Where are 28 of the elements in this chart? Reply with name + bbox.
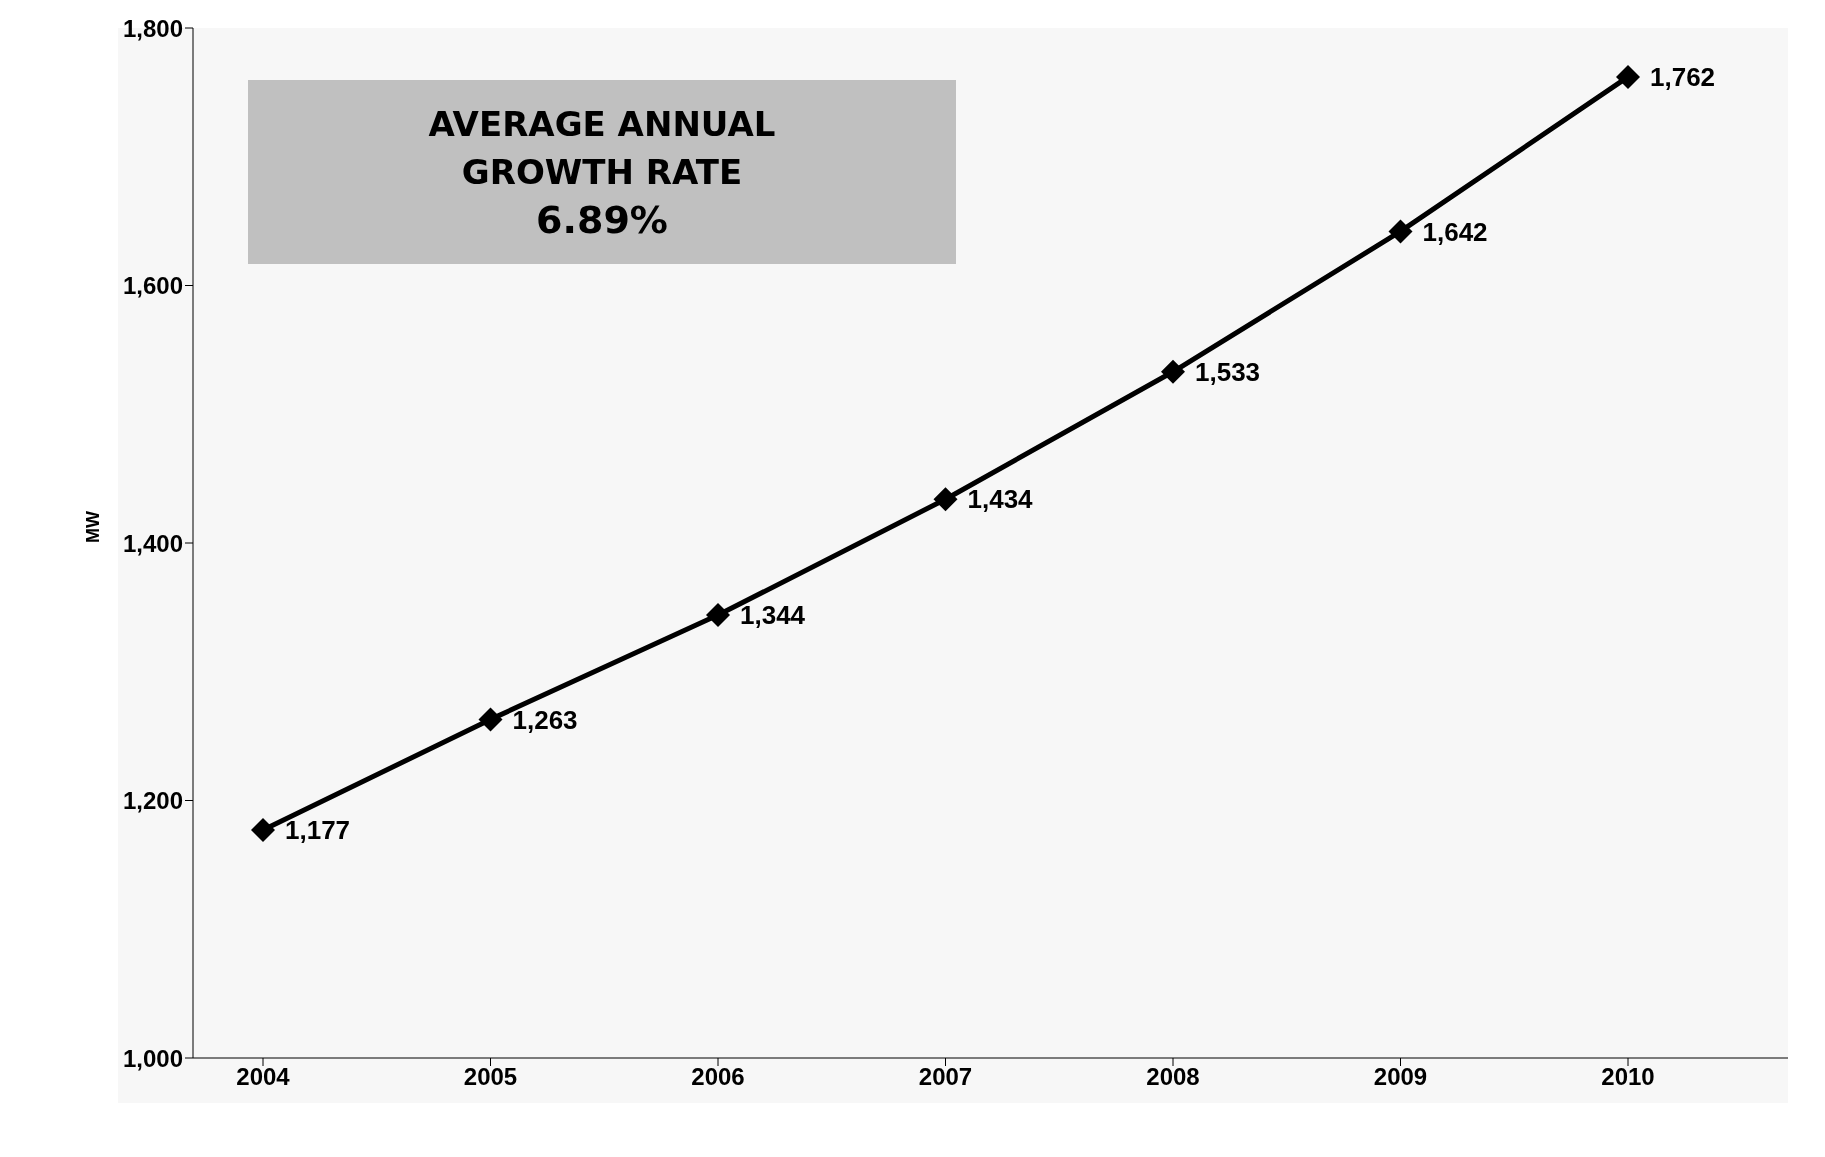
- y-tick-label: 1,400: [122, 529, 183, 557]
- point: [1616, 64, 1640, 89]
- x-tick-label: 2010: [1601, 1063, 1655, 1091]
- x-tick-label: 2007: [918, 1063, 973, 1091]
- data-label: 1,344: [740, 600, 806, 631]
- y-tick-label: 1,800: [122, 14, 183, 42]
- x-tick-label: 2008: [1146, 1063, 1200, 1091]
- point: [1388, 219, 1413, 244]
- y-tick-label: 1,000: [122, 1044, 183, 1072]
- x-tick-label: 2005: [463, 1063, 518, 1091]
- point: [251, 818, 275, 843]
- y-tick-label: 1,200: [122, 787, 183, 815]
- data-label: 1,263: [512, 704, 578, 735]
- data-label: 1,533: [1195, 356, 1261, 387]
- data-label: 1,434: [967, 484, 1034, 515]
- annotation: AVERAGE ANNUAL GROWTH RATE 6.89%: [428, 103, 776, 244]
- data-label: 1,642: [1422, 216, 1488, 247]
- y-axis-title: MW: [83, 511, 104, 543]
- x-tick-label: 2004: [236, 1063, 291, 1091]
- point: [1161, 359, 1185, 384]
- point: [478, 707, 503, 732]
- x-tick-label: 2009: [1373, 1063, 1428, 1091]
- x-tick-label: 2006: [691, 1063, 745, 1091]
- y-tick-label: 1,600: [122, 272, 183, 300]
- point: [933, 487, 958, 512]
- point: [706, 603, 730, 628]
- data-label: 1,177: [285, 815, 351, 846]
- data-label: 1,762: [1650, 62, 1716, 93]
